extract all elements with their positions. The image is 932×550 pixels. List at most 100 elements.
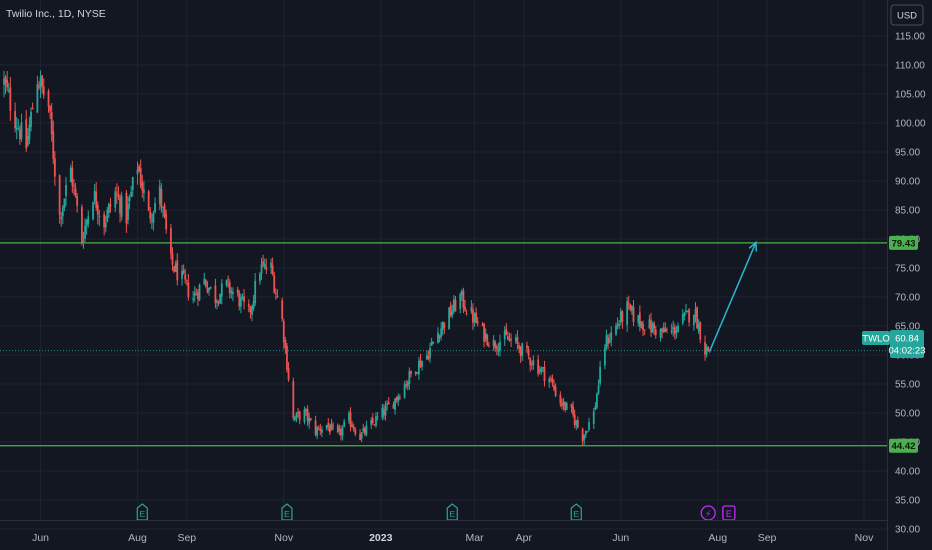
candle-body [271, 265, 274, 275]
candle-body [170, 228, 172, 254]
candle-body [71, 167, 74, 186]
candle-body [276, 296, 279, 298]
bar-countdown: 04:02:23 [889, 346, 926, 357]
candle-body [543, 366, 546, 381]
candle-body [354, 429, 357, 435]
candle-body [551, 378, 554, 384]
chart-title: Twilio Inc., 1D, NYSE [6, 8, 106, 20]
candle-body [341, 427, 344, 436]
candle-body [41, 75, 44, 87]
candle-body [28, 124, 31, 140]
candle-body [705, 346, 708, 355]
candle-body [618, 323, 621, 327]
candle-body [87, 216, 90, 224]
candle-body [654, 329, 657, 336]
candle-body [332, 425, 334, 427]
candle-body [286, 346, 288, 370]
candle-body [259, 273, 261, 282]
candle-body [36, 84, 39, 113]
candle-body [440, 328, 443, 337]
candle-body [60, 216, 63, 219]
candle-body [284, 339, 287, 348]
candle-body [538, 370, 541, 372]
x-tick-label: Mar [465, 532, 484, 544]
candle-body [238, 292, 241, 307]
candle-body [61, 207, 64, 217]
svg-text:E: E [449, 509, 455, 519]
candle-body [359, 434, 361, 441]
candle-body [465, 313, 468, 315]
candle-body [629, 304, 632, 310]
candle-body [236, 289, 239, 293]
candle-body [640, 321, 643, 329]
y-tick-label: 50.00 [895, 409, 920, 420]
candle-body [14, 111, 17, 129]
horizontal-levels [0, 242, 887, 447]
candle-body [395, 397, 398, 400]
svg-text:E: E [139, 509, 145, 519]
x-tick-label: 2023 [369, 532, 393, 544]
candle-body [673, 327, 676, 335]
candle-body [154, 203, 156, 213]
candle-body [239, 296, 242, 307]
candle-body [42, 86, 45, 96]
y-tick-label: 90.00 [895, 177, 920, 188]
candle-body [297, 411, 299, 413]
candle-body [394, 398, 396, 410]
candle-body [125, 192, 128, 224]
candle-body [38, 86, 40, 88]
x-tick-label: Apr [516, 532, 533, 544]
candle-body [18, 129, 21, 140]
candle-body [487, 344, 490, 346]
candle-body [273, 275, 276, 293]
candle-body [308, 417, 311, 424]
candle-body [80, 206, 83, 243]
candle-body [150, 219, 153, 221]
candle-body [381, 407, 384, 418]
currency-button[interactable]: USD [890, 4, 924, 26]
candle-body [15, 127, 18, 130]
candle-body [225, 280, 228, 286]
candle-body [521, 343, 524, 356]
candle-body [292, 381, 295, 418]
candle-body [481, 324, 484, 326]
candle-body [104, 222, 107, 228]
candle-body [530, 364, 533, 366]
candle-body [596, 393, 598, 408]
candle-body [305, 409, 307, 411]
projection-arrow-line[interactable] [709, 242, 757, 352]
candle-body [449, 305, 452, 316]
candle-body [262, 261, 265, 265]
candle-body [638, 312, 641, 326]
candle-body [287, 367, 290, 380]
candle-body [282, 320, 285, 342]
candle-body [298, 411, 301, 421]
candle-body [7, 89, 10, 91]
candle-body [149, 211, 152, 219]
candle-body [631, 305, 633, 311]
candle-body [432, 341, 435, 344]
candle-body [661, 328, 664, 332]
candle-body [464, 306, 466, 311]
y-tick-label: 30.00 [895, 525, 920, 536]
candle-body [696, 307, 698, 329]
candle-body [492, 339, 495, 347]
candle-body [321, 429, 323, 433]
candle-body [370, 420, 373, 425]
candle-body [217, 302, 220, 304]
candle-body [130, 191, 133, 197]
candle-body [599, 366, 602, 384]
svg-text:E: E [573, 509, 579, 519]
candle-body [265, 266, 268, 270]
candle-body [621, 311, 624, 323]
candle-body [108, 203, 110, 214]
candle-body [685, 310, 687, 312]
projection [709, 240, 758, 352]
candle-body [387, 402, 390, 405]
candle-body [85, 220, 88, 227]
candle-body [103, 214, 106, 228]
